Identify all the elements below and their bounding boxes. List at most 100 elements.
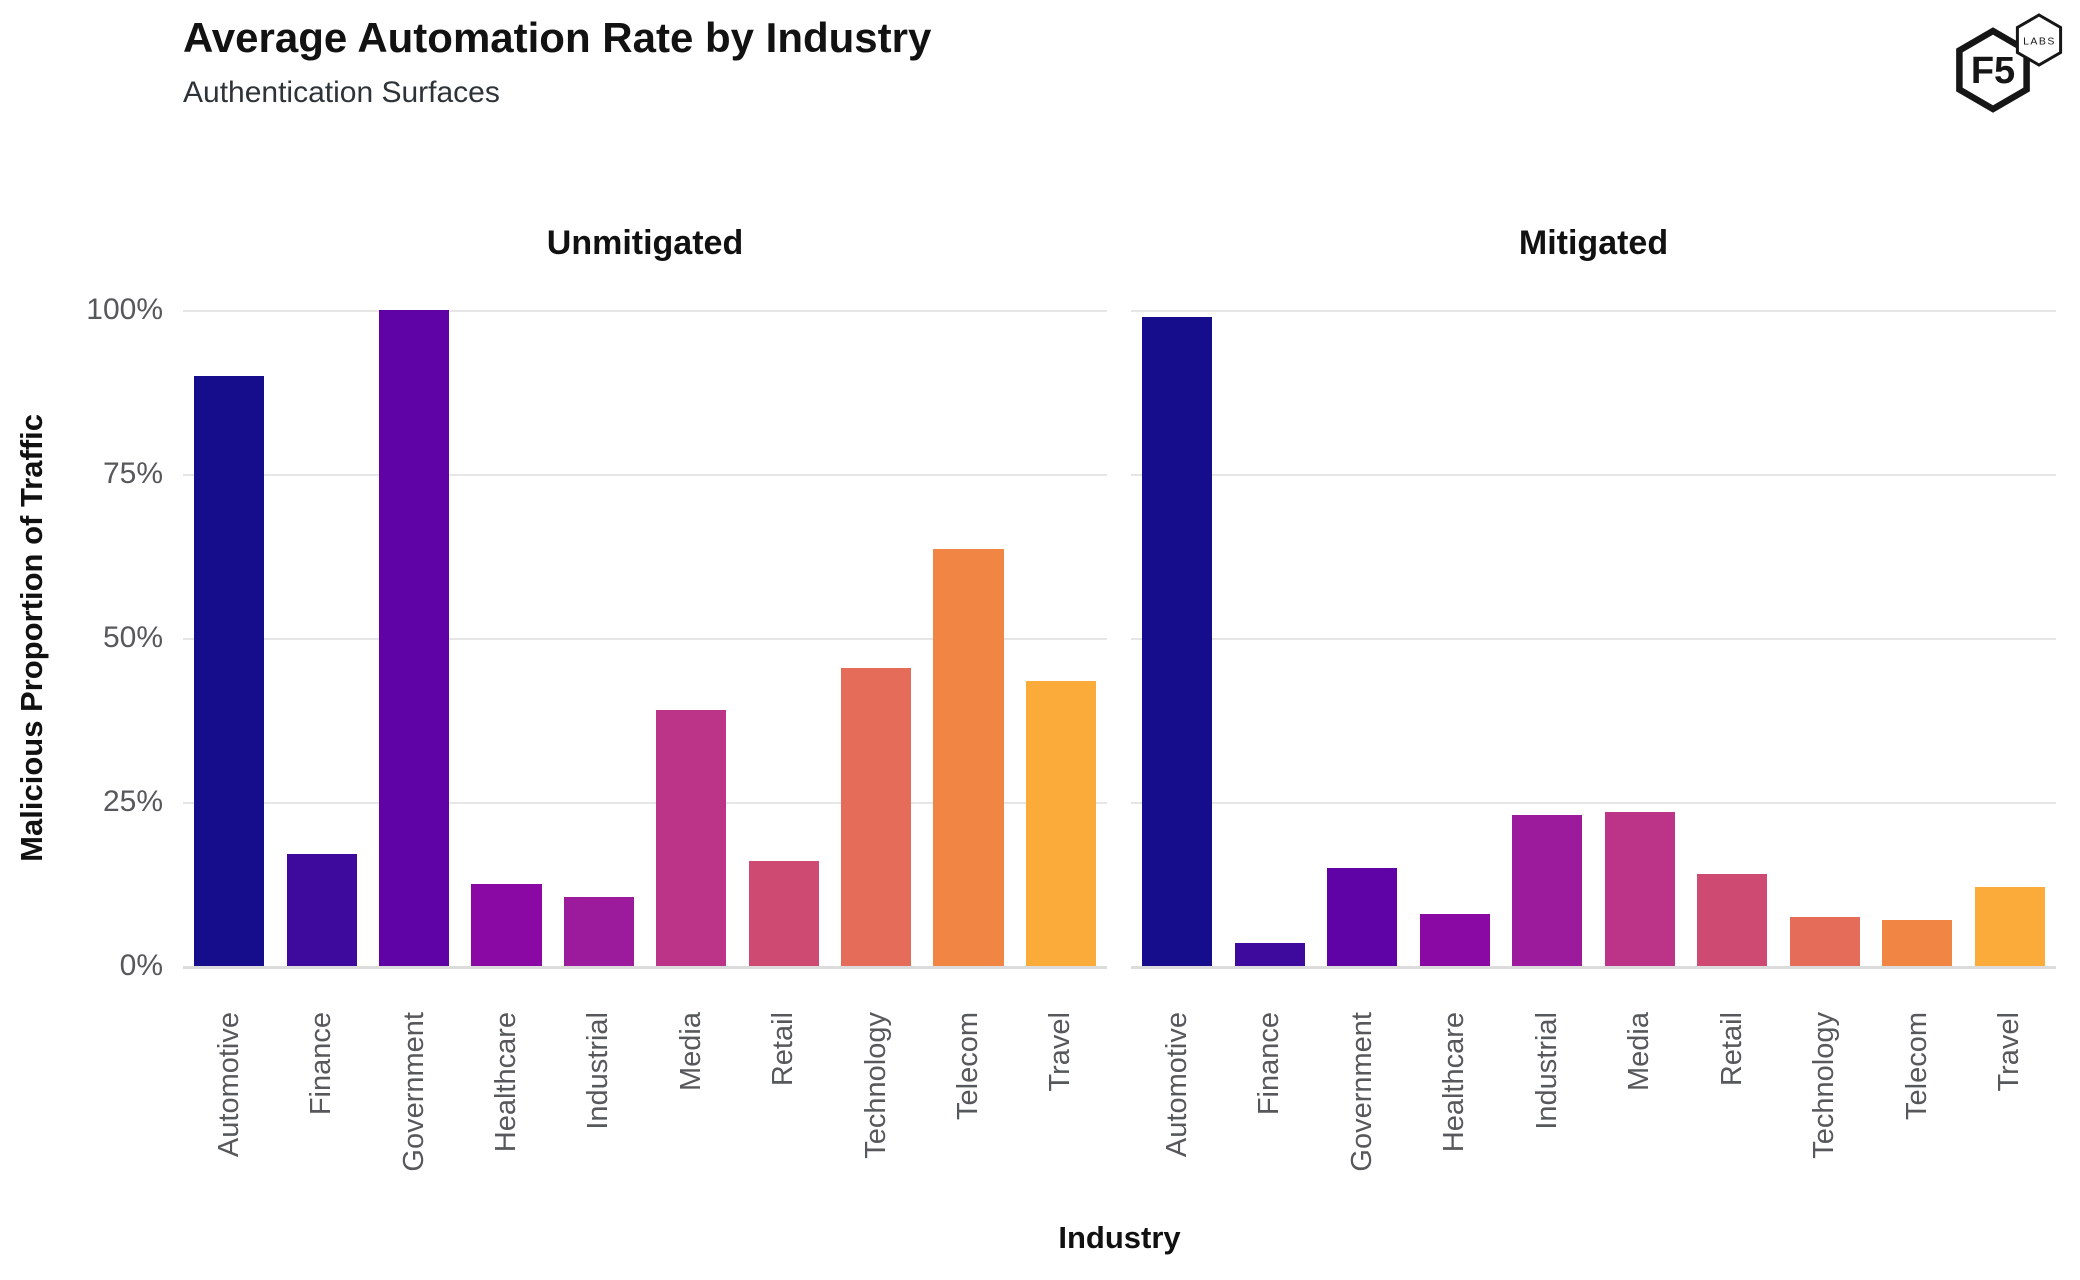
- bar-slot: [1501, 310, 1594, 966]
- bar-technology: [840, 667, 912, 966]
- x-tick-technology: Technology: [1808, 1012, 1841, 1159]
- gridline: [183, 638, 1107, 640]
- bars-row: [1131, 310, 2056, 966]
- gridline: [1131, 638, 2056, 640]
- x-tick-industrial: Industrial: [582, 1012, 615, 1130]
- x-tick-slot: Technology: [1779, 1012, 1872, 1202]
- bar-slot: [1779, 310, 1872, 966]
- x-tick-media: Media: [674, 1012, 707, 1091]
- chart-subtitle: Authentication Surfaces: [183, 76, 500, 109]
- chart-title: Average Automation Rate by Industry: [183, 14, 932, 61]
- f5-logo-text: F5: [1971, 50, 2015, 92]
- y-axis-label: Malicious Proportion of Traffic: [14, 414, 49, 862]
- bar-slot: [553, 310, 645, 966]
- x-tick-healthcare: Healthcare: [1438, 1012, 1471, 1153]
- x-tick-slot: Industrial: [1501, 1012, 1594, 1202]
- x-tick-slot: Healthcare: [1409, 1012, 1502, 1202]
- bars-row: [183, 310, 1107, 966]
- x-tick-government: Government: [1345, 1012, 1378, 1172]
- x-tick-slot: Retail: [1686, 1012, 1779, 1202]
- bar-slot: [1015, 310, 1107, 966]
- x-tick-slot: Automotive: [183, 1012, 275, 1202]
- y-axis-label-container: Malicious Proportion of Traffic: [10, 310, 54, 966]
- bar-slot: [922, 310, 1014, 966]
- bar-slot: [368, 310, 460, 966]
- bar-media: [1604, 811, 1675, 966]
- bar-healthcare: [1419, 913, 1490, 966]
- bar-automotive: [1142, 316, 1213, 966]
- x-tick-government: Government: [397, 1012, 430, 1172]
- bar-slot: [1686, 310, 1779, 966]
- labs-logo-text: LABS: [2023, 36, 2056, 48]
- y-tick-label: 0%: [119, 949, 163, 982]
- f5-labs-logo: F5 LABS: [1956, 13, 2063, 113]
- bar-slot: [1871, 310, 1964, 966]
- y-tick-label: 50%: [102, 621, 163, 654]
- bar-finance: [1234, 943, 1305, 966]
- x-tick-travel: Travel: [1044, 1012, 1077, 1092]
- x-tick-slot: Automotive: [1131, 1012, 1224, 1202]
- y-tick-label: 75%: [102, 457, 163, 490]
- x-axis-ticks-unmitigated: Automotive Finance Government Healthcare Ind…: [183, 1012, 1107, 1202]
- bar-finance: [286, 854, 357, 966]
- y-tick-label: 25%: [102, 785, 163, 818]
- plot-area-mitigated: [1131, 310, 2056, 969]
- plot-area-unmitigated: [183, 310, 1107, 969]
- bar-slot: [1594, 310, 1687, 966]
- gridline: [1131, 474, 2056, 476]
- x-tick-slot: Media: [1594, 1012, 1687, 1202]
- x-tick-automotive: Automotive: [212, 1012, 245, 1158]
- bar-slot: [645, 310, 737, 966]
- bar-travel: [1974, 887, 2045, 966]
- x-tick-slot: Government: [368, 1012, 460, 1202]
- y-tick-label: 100%: [86, 293, 163, 326]
- bar-slot: [1316, 310, 1409, 966]
- y-axis-ticks: 100% 75% 50% 25% 0%: [60, 293, 163, 982]
- bar-government: [1327, 867, 1398, 966]
- bar-slot: [460, 310, 552, 966]
- bar-slot: [830, 310, 922, 966]
- x-tick-slot: Telecom: [1871, 1012, 1964, 1202]
- x-tick-healthcare: Healthcare: [489, 1012, 522, 1153]
- x-tick-travel: Travel: [1993, 1012, 2026, 1092]
- x-tick-automotive: Automotive: [1160, 1012, 1193, 1158]
- bar-technology: [1789, 916, 1860, 966]
- x-tick-slot: Media: [645, 1012, 737, 1202]
- x-tick-slot: Finance: [275, 1012, 367, 1202]
- labs-hexagon-icon: [2015, 13, 2063, 67]
- gridline: [183, 474, 1107, 476]
- gridline: [183, 310, 1107, 312]
- subplot-title-mitigated: Mitigated: [1518, 224, 1669, 262]
- bar-telecom: [1882, 920, 1953, 966]
- x-tick-slot: Travel: [1015, 1012, 1107, 1202]
- bar-slot: [1131, 310, 1224, 966]
- gridline: [183, 802, 1107, 804]
- bar-industrial: [563, 897, 634, 966]
- x-axis-ticks-mitigated: Automotive Finance Government Healthcare Ind…: [1131, 1012, 2056, 1202]
- bar-slot: [183, 310, 275, 966]
- gridline: [1131, 310, 2056, 312]
- x-tick-slot: Travel: [1964, 1012, 2057, 1202]
- bar-healthcare: [471, 884, 542, 966]
- bar-government: [378, 310, 450, 966]
- bar-media: [656, 710, 727, 966]
- subplot-title-unmitigated: Unmitigated: [546, 224, 744, 262]
- x-tick-telecom: Telecom: [951, 1012, 984, 1120]
- bar-slot: [1224, 310, 1317, 966]
- x-tick-slot: Industrial: [553, 1012, 645, 1202]
- x-tick-finance: Finance: [305, 1012, 338, 1116]
- x-tick-slot: Healthcare: [460, 1012, 552, 1202]
- x-tick-slot: Government: [1316, 1012, 1409, 1202]
- bar-travel: [1025, 680, 1096, 966]
- bar-retail: [748, 861, 819, 966]
- bar-slot: [1409, 310, 1502, 966]
- x-tick-slot: Retail: [737, 1012, 829, 1202]
- x-tick-industrial: Industrial: [1530, 1012, 1563, 1130]
- bar-industrial: [1512, 815, 1583, 966]
- x-tick-slot: Finance: [1224, 1012, 1317, 1202]
- bar-telecom: [933, 549, 1004, 966]
- x-tick-media: Media: [1623, 1012, 1656, 1091]
- x-tick-retail: Retail: [767, 1012, 800, 1087]
- bar-automotive: [194, 375, 265, 966]
